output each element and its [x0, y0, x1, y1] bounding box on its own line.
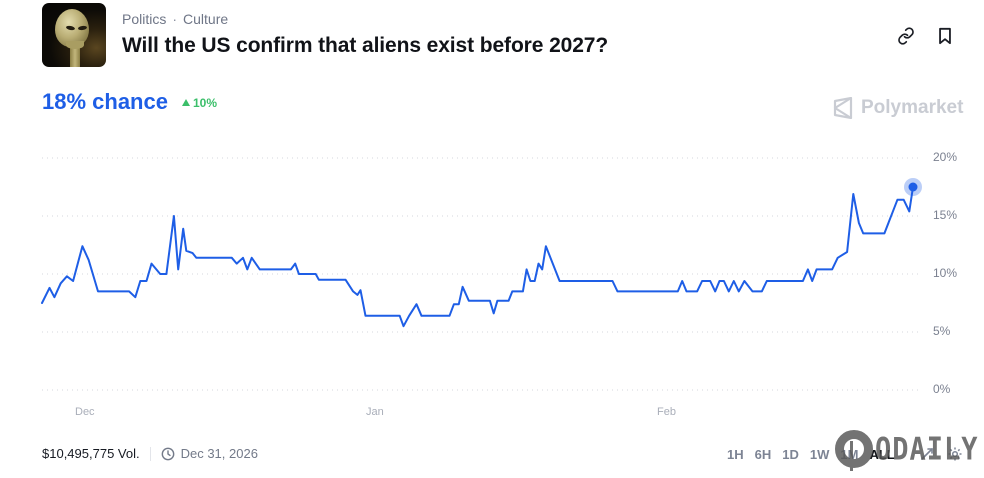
category-politics[interactable]: Politics	[122, 10, 167, 27]
polymarket-brand: Polymarket	[833, 97, 963, 119]
chart-settings-button[interactable]	[946, 445, 964, 463]
range-1w[interactable]: 1W	[809, 447, 830, 462]
y-axis-label-5: 5%	[933, 324, 951, 338]
chart-options-button[interactable]	[918, 445, 936, 463]
volume: $10,495,775 Vol.	[42, 446, 140, 461]
chance-value: 18% chance	[42, 89, 168, 114]
category-breadcrumb: Politics · Culture	[122, 11, 608, 27]
range-1m[interactable]: 1M	[840, 447, 859, 462]
time-range-selector: 1H 6H 1D 1W 1M ALL	[727, 447, 906, 462]
polymarket-logo-icon	[833, 97, 853, 119]
y-axis-label-10: 10%	[933, 266, 958, 280]
link-icon	[898, 27, 914, 45]
footer-divider	[149, 446, 151, 461]
copy-link-button[interactable]	[894, 24, 918, 48]
y-axis-label-20: 20%	[933, 150, 958, 164]
sliders-icon	[921, 448, 933, 460]
y-axis-label-15: 15%	[933, 208, 958, 222]
bookmark-icon	[939, 27, 951, 45]
market-footer: $10,495,775 Vol. Dec 31, 2026	[42, 446, 258, 461]
y-axis-label-0: 0%	[933, 382, 951, 396]
current-point-halo	[904, 178, 922, 196]
clock-icon	[161, 447, 174, 460]
brand-name: Polymarket	[861, 97, 964, 118]
x-axis-label-jan: Jan	[366, 406, 384, 418]
chance-summary: 18% chance 10%	[42, 89, 217, 115]
bookmark-button[interactable]	[933, 24, 957, 48]
current-point-marker[interactable]	[908, 182, 918, 192]
market-thumbnail	[42, 3, 106, 67]
x-axis-label-dec: Dec	[75, 406, 95, 418]
category-culture[interactable]: Culture	[183, 10, 229, 27]
change-value: 10%	[192, 95, 217, 110]
chart-line	[41, 186, 914, 328]
market-header: Politics · Culture Will the US confirm t…	[42, 3, 608, 67]
range-1d[interactable]: 1D	[782, 447, 799, 462]
change-badge: 10%	[181, 95, 217, 110]
chart-gridlines	[42, 157, 922, 391]
gear-icon	[948, 447, 962, 461]
end-date: Dec 31, 2026	[161, 446, 258, 461]
category-separator: ·	[172, 10, 178, 27]
range-1h[interactable]: 1H	[727, 447, 744, 462]
x-axis-label-feb: Feb	[657, 406, 676, 418]
arrow-up-icon	[181, 99, 190, 106]
range-all[interactable]: ALL	[869, 447, 895, 462]
market-title: Will the US confirm that aliens exist be…	[122, 33, 609, 57]
end-date-value: Dec 31, 2026	[180, 446, 258, 461]
range-6h[interactable]: 6H	[754, 447, 772, 462]
